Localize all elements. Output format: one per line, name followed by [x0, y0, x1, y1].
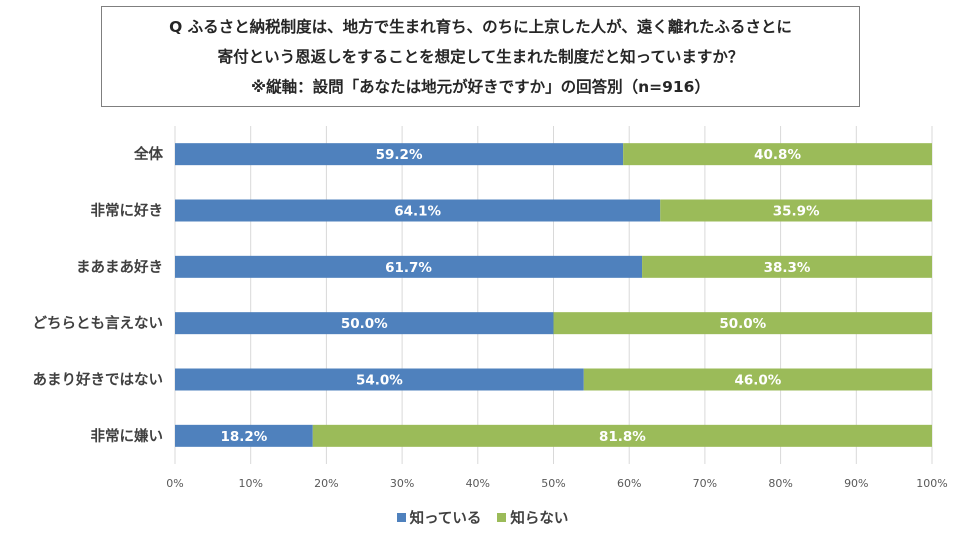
x-tick-label: 30% — [390, 477, 414, 490]
x-tick-label: 40% — [466, 477, 490, 490]
bar-known — [175, 312, 554, 335]
category-label: 全体 — [133, 145, 163, 163]
data-label: 50.0% — [719, 316, 766, 332]
bar-known — [175, 368, 584, 391]
chart-title-box: Q ふるさと納税制度は、地方で生まれ育ち、のちに上京した人が、遠く離れたふるさと… — [101, 6, 860, 107]
x-tick-label: 90% — [844, 477, 868, 490]
category-label: 非常に嫌い — [91, 427, 164, 445]
x-tick-label: 100% — [916, 477, 947, 490]
data-label: 81.8% — [599, 429, 646, 445]
bar-unknown — [312, 424, 932, 447]
stacked-bar-chart: 0% 10% 20% 30% 40% 50% 60% 70% 80% 90% 100% 全体 59.2%… — [33, 126, 948, 490]
bar-unknown — [642, 255, 932, 278]
x-tick-label: 50% — [541, 477, 565, 490]
bar-unknown — [583, 368, 932, 391]
bar-known — [175, 199, 661, 222]
bar-known — [175, 424, 313, 447]
x-tick-label: 60% — [617, 477, 641, 490]
category-label: まあまあ好き — [76, 258, 163, 276]
legend-label-known: 知っている — [409, 510, 482, 527]
bar-unknown — [623, 143, 932, 166]
category-label: あまり好きではない — [33, 371, 164, 389]
x-tick-label: 10% — [238, 477, 262, 490]
data-label: 59.2% — [376, 147, 423, 163]
x-tick-label: 70% — [693, 477, 717, 490]
legend-item-unknown: 知らない — [497, 507, 568, 528]
chart-legend: 知っている 知らない — [0, 506, 965, 528]
data-label: 35.9% — [773, 204, 820, 220]
legend-item-known: 知っている — [396, 507, 482, 528]
bar-unknown — [553, 312, 932, 335]
legend-label-unknown: 知らない — [510, 510, 569, 527]
bar-known — [175, 143, 624, 166]
chart-title-line-3: ※縦軸：設問「あなたは地元が好きですか」の回答別（n=916） — [251, 77, 710, 96]
x-tick-label: 80% — [768, 477, 792, 490]
data-label: 40.8% — [754, 147, 801, 163]
data-label: 46.0% — [734, 373, 781, 389]
data-label: 18.2% — [220, 429, 267, 445]
data-label: 61.7% — [385, 260, 432, 276]
data-label: 38.3% — [764, 260, 811, 276]
x-tick-label: 0% — [166, 477, 183, 490]
bar-unknown — [660, 199, 932, 222]
data-label: 54.0% — [356, 373, 403, 389]
x-tick-label: 20% — [314, 477, 338, 490]
bar-known — [175, 255, 643, 278]
data-label: 64.1% — [394, 204, 441, 220]
category-label: どちらとも言えない — [33, 314, 164, 332]
chart-title-line-1: Q ふるさと納税制度は、地方で生まれ育ち、のちに上京した人が、遠く離れたふるさと… — [169, 17, 792, 36]
chart-title-line-2: 寄付という恩返しをすることを想定して生まれた制度だと知っていますか？ — [217, 47, 744, 66]
legend-swatch-unknown — [497, 512, 507, 522]
legend-swatch-known — [396, 512, 406, 522]
data-label: 50.0% — [341, 316, 388, 332]
category-label: 非常に好き — [91, 202, 164, 220]
